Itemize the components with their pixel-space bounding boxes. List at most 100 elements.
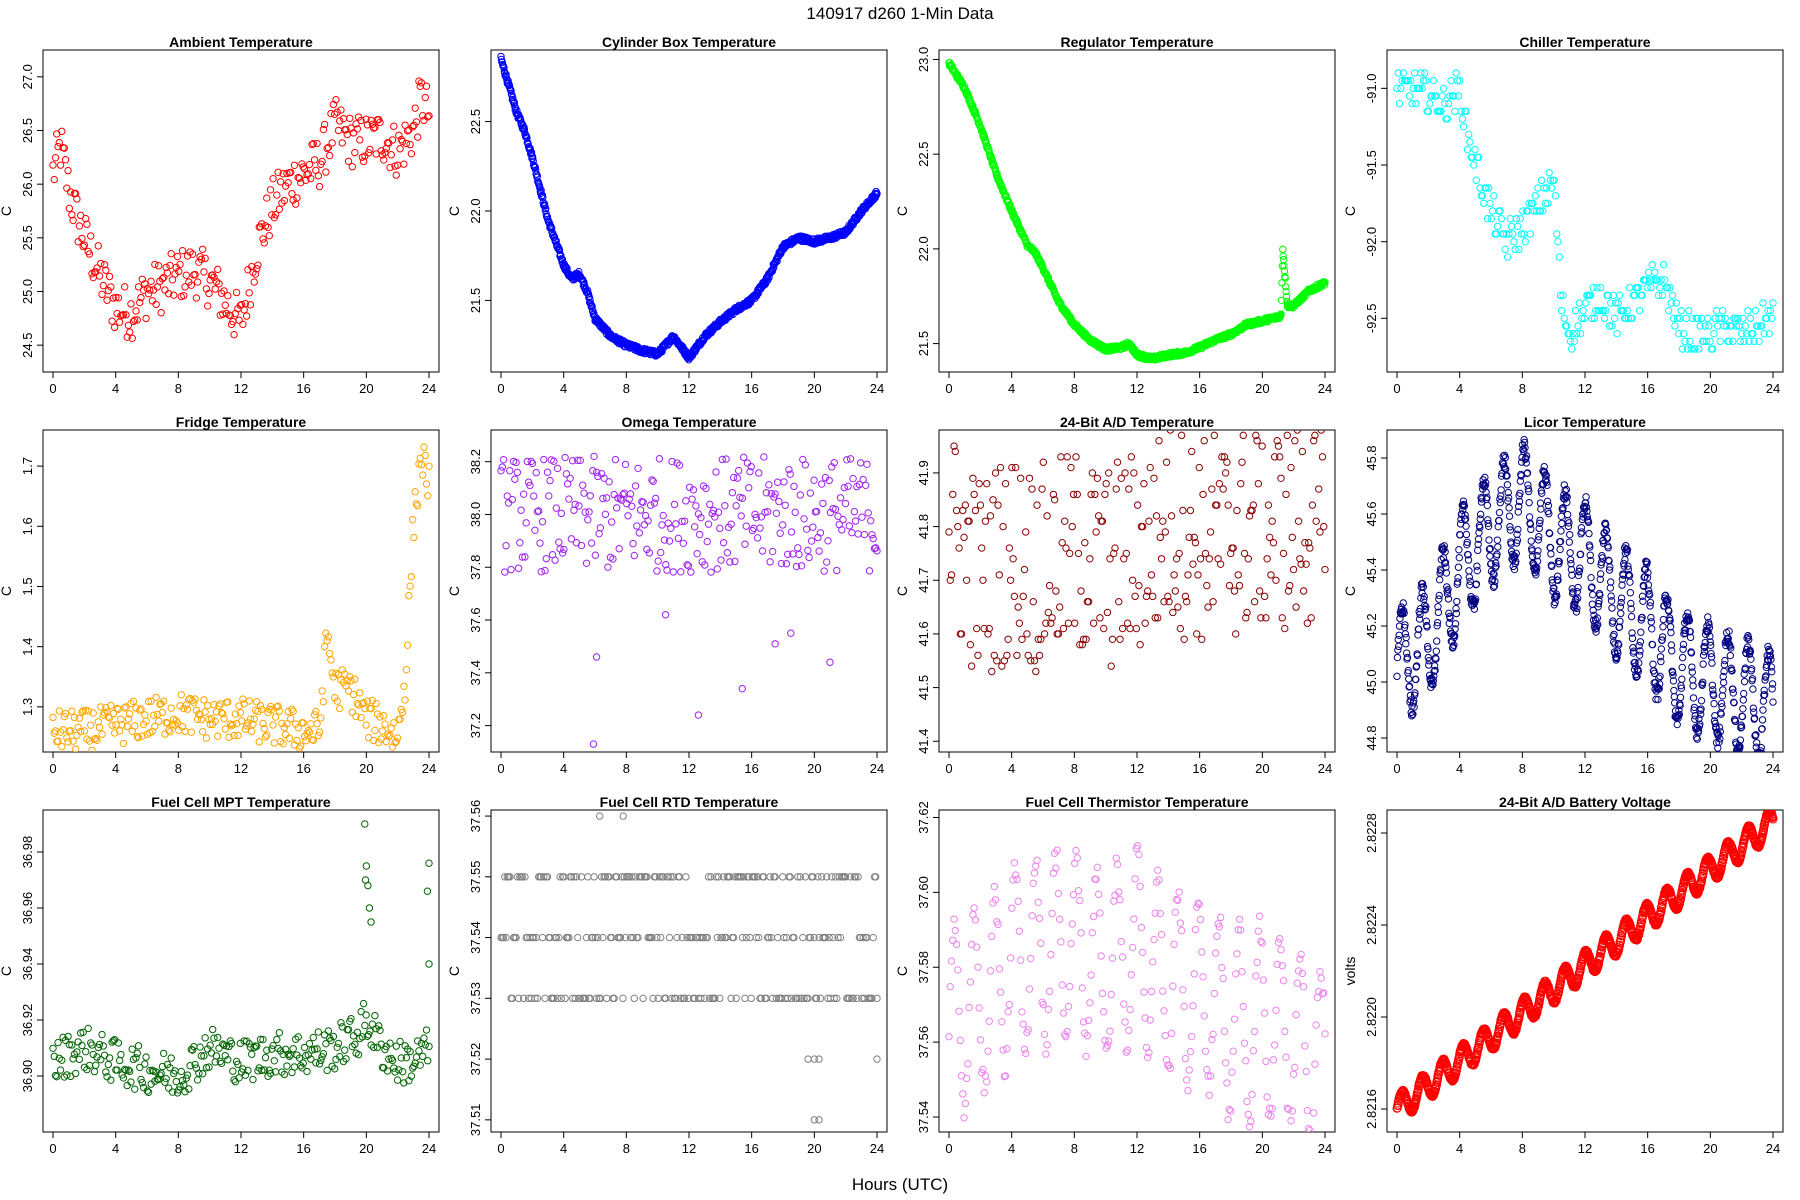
data-point — [628, 502, 636, 510]
data-point — [1393, 672, 1401, 681]
data-point — [1045, 581, 1054, 590]
plot-frame — [42, 49, 440, 373]
panel-title: Licor Temperature — [1524, 414, 1646, 430]
data-point — [122, 1066, 130, 1074]
data-point — [1303, 619, 1312, 627]
data-point — [1206, 528, 1215, 536]
data-point — [388, 1056, 397, 1065]
data-point — [1582, 493, 1590, 501]
data-point — [203, 302, 212, 310]
data-point — [410, 533, 418, 542]
data-point — [688, 495, 696, 503]
data-point — [68, 1041, 76, 1049]
data-point — [1260, 416, 1266, 422]
data-point — [386, 163, 394, 172]
data-point — [1316, 528, 1324, 536]
data-point — [1658, 291, 1667, 300]
data-point — [126, 710, 134, 718]
data-point — [230, 330, 238, 339]
data-point — [1493, 222, 1502, 231]
data-point — [255, 1064, 263, 1072]
data-point — [317, 1056, 325, 1065]
data-point — [147, 697, 155, 705]
data-point — [1667, 628, 1675, 637]
data-point — [692, 502, 700, 510]
data-point — [1444, 595, 1453, 603]
data-point — [589, 466, 597, 475]
data-point — [820, 567, 828, 575]
y-tick-label: 41.8 — [916, 514, 931, 539]
data-point — [210, 1034, 218, 1042]
data-point — [690, 523, 699, 531]
data-point — [1200, 437, 1208, 445]
data-point — [1252, 431, 1260, 440]
data-point — [1032, 248, 1040, 257]
data-point — [1628, 314, 1636, 323]
data-point — [662, 560, 670, 569]
data-point — [1456, 76, 1464, 85]
data-point — [753, 534, 762, 542]
data-point — [309, 139, 318, 148]
data-point — [714, 508, 723, 516]
data-point — [396, 715, 404, 724]
data-point — [1679, 640, 1688, 649]
data-point — [777, 559, 786, 568]
data-point — [158, 275, 167, 283]
data-point — [1596, 570, 1605, 578]
data-point — [1052, 587, 1060, 595]
data-point — [424, 113, 432, 121]
data-point — [225, 733, 233, 742]
data-point — [122, 311, 130, 319]
data-point — [1535, 532, 1543, 541]
data-point — [955, 544, 963, 552]
data-point — [1689, 682, 1697, 690]
data-point — [158, 708, 167, 717]
data-point — [1460, 502, 1469, 510]
data-point — [1249, 501, 1258, 509]
data-point — [1441, 99, 1449, 108]
data-point — [274, 168, 282, 176]
x-axis: 0 4 8 12 16 20 24 — [497, 1132, 884, 1156]
data-point — [309, 1033, 318, 1042]
data-point — [1122, 549, 1131, 558]
data-point — [1149, 592, 1157, 601]
data-point — [127, 300, 135, 308]
data-point — [1475, 153, 1483, 162]
data-point — [1115, 598, 1123, 606]
data-point — [1637, 628, 1645, 636]
data-point — [1546, 176, 1555, 185]
data-point — [971, 506, 980, 515]
data-point — [1485, 545, 1494, 553]
data-point — [804, 546, 812, 555]
data-point — [950, 442, 958, 450]
data-point — [63, 1071, 71, 1079]
data-point — [247, 1050, 256, 1058]
data-point — [1503, 472, 1511, 480]
data-point — [159, 273, 168, 282]
data-point — [1254, 479, 1263, 488]
data-point — [1646, 602, 1654, 610]
data-point — [1040, 630, 1049, 638]
data-point — [164, 1084, 173, 1092]
data-point — [590, 452, 598, 461]
data-point — [1650, 669, 1659, 678]
data-point — [519, 490, 528, 498]
data-point — [144, 1088, 153, 1096]
data-point — [76, 211, 85, 220]
y-tick-label: -92.0 — [1364, 227, 1379, 257]
data-point — [1311, 431, 1319, 440]
data-point — [1563, 493, 1571, 501]
data-point — [772, 509, 781, 518]
data-point — [1471, 595, 1480, 603]
data-point — [499, 455, 508, 464]
y-axis-label: C — [446, 966, 462, 976]
data-point — [413, 133, 422, 141]
data-point — [124, 321, 133, 329]
data-point — [374, 1022, 383, 1030]
data-point — [288, 705, 296, 714]
data-point — [1708, 659, 1716, 667]
x-axis: 0 4 8 12 16 20 24 — [49, 1132, 436, 1156]
data-point — [324, 143, 333, 152]
data-point — [1617, 598, 1625, 607]
